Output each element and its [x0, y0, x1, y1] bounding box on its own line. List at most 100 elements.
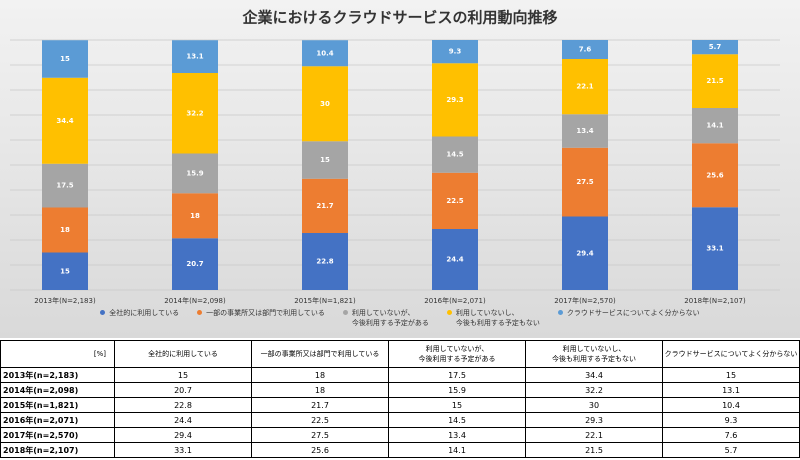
value-label: 18 [60, 226, 70, 234]
legend-label: クラウドサービスについてよく分からない [566, 309, 700, 317]
value-label: 14.1 [706, 122, 723, 130]
table-row: 2014年(n=2,098) 20.7 18 15.9 32.2 13.1 [0, 382, 800, 398]
x-tick-label: 2013年(N=2,183) [34, 296, 96, 305]
column-header: 一部の事業所又は部門で利用している [251, 340, 389, 368]
table-cell: 21.7 [251, 397, 389, 413]
column-header: クラウドサービスについてよく分からない [662, 340, 800, 368]
value-label: 20.7 [186, 260, 203, 268]
legend-item: 利用していないが、 今後利用する予定がある [342, 308, 429, 328]
bar-segment [42, 40, 88, 78]
value-label: 15.9 [186, 169, 203, 177]
table-cell: 25.6 [251, 442, 389, 458]
bar-segment [172, 153, 218, 194]
legend-swatch [197, 310, 203, 315]
value-label: 18 [190, 212, 200, 220]
table-cell: 14.5 [388, 412, 526, 428]
legend-label: 一部の事業所又は部門で利用している [206, 309, 325, 317]
bar-segment [42, 252, 88, 290]
table-cell: 15.9 [388, 382, 526, 398]
value-label: 33.1 [706, 245, 723, 253]
table-cell: 29.3 [525, 412, 663, 428]
value-label: 21.5 [706, 77, 723, 85]
value-label: 9.3 [449, 48, 462, 56]
legend-item: 全社的に利用している [100, 308, 179, 328]
bar-segment [562, 59, 608, 115]
data-table: [%] 全社的に利用している 一部の事業所又は部門で利用している 利用していないが、 … [0, 340, 800, 458]
table-cell: 18 [251, 367, 389, 383]
column-header: 利用していないが、 今後利用する予定がある [388, 340, 526, 368]
legend-swatch [100, 310, 106, 315]
legend-item: 一部の事業所又は部門で利用している [197, 308, 325, 328]
table-cell: 7.6 [662, 427, 800, 443]
bar-segment [692, 207, 738, 290]
value-label: 22.5 [446, 197, 463, 205]
table-cell: 20.7 [114, 382, 252, 398]
x-tick-label: 2014年(N=2,098) [164, 296, 226, 305]
bar-segment [42, 163, 88, 208]
x-tick-label: 2015年(N=1,821) [294, 296, 356, 305]
legend: 全社的に利用している 一部の事業所又は部門で利用している 利用していないが、 今後利… [0, 308, 800, 328]
legend-swatch [342, 310, 348, 315]
legend-swatch [557, 310, 563, 315]
bar-segment [432, 63, 478, 137]
legend-swatch [446, 310, 452, 315]
table-cell: 29.4 [114, 427, 252, 443]
column-header: 利用していないし、 今後も利用する予定もない [525, 340, 663, 368]
legend-label: 全社的に利用している [109, 309, 180, 317]
table-row: 2015年(n=1,821) 22.8 21.7 15 30 10.4 [0, 397, 800, 413]
legend-label: 利用していないし、 今後も利用する予定もない [455, 309, 540, 327]
bar-segment [302, 141, 348, 179]
table-cell: 15 [388, 397, 526, 413]
bar-segment [562, 216, 608, 290]
x-tick-label: 2016年(N=2,071) [424, 296, 486, 305]
table-cell: 15 [662, 367, 800, 383]
chart: 企業におけるクラウドサービスの利用動向推移 2013年(N=2,183) 15 18… [0, 0, 800, 338]
table-row: 2018年(n=2,107) 33.1 25.6 14.1 21.5 5.7 [0, 442, 800, 458]
legend-item: 利用していないし、 今後も利用する予定もない [446, 308, 540, 328]
row-label: 2014年(n=2,098) [0, 382, 115, 398]
column-header: 全社的に利用している [114, 340, 252, 368]
table-row: 2017年(n=2,570) 29.4 27.5 13.4 22.1 7.6 [0, 427, 800, 443]
bar-segment [42, 77, 88, 164]
legend-label: 利用していないが、 今後利用する予定がある [351, 309, 429, 327]
table-cell: 24.4 [114, 412, 252, 428]
value-label: 17.5 [56, 182, 73, 190]
row-label: 2018年(n=2,107) [0, 442, 115, 458]
table-corner: [%] [0, 340, 115, 368]
table-cell: 30 [525, 397, 663, 413]
table-cell: 21.5 [525, 442, 663, 458]
value-label: 24.4 [446, 256, 463, 264]
bar-segment [692, 108, 738, 144]
table-cell: 22.5 [251, 412, 389, 428]
value-label: 22.8 [316, 258, 333, 266]
value-label: 29.3 [446, 96, 463, 104]
x-tick-label: 2017年(N=2,570) [554, 296, 616, 305]
bar-segment [692, 40, 738, 55]
table-cell: 14.1 [388, 442, 526, 458]
value-label: 13.1 [186, 53, 203, 61]
bar-segment [692, 54, 738, 108]
bar-segment [562, 114, 608, 148]
row-label: 2015年(n=1,821) [0, 397, 115, 413]
bar-segment [432, 40, 478, 64]
value-label: 27.5 [576, 178, 593, 186]
value-label: 21.7 [316, 202, 333, 210]
table-cell: 17.5 [388, 367, 526, 383]
value-label: 25.6 [706, 171, 723, 179]
bar-segment [302, 178, 348, 233]
table-cell: 13.4 [388, 427, 526, 443]
value-label: 7.6 [579, 46, 592, 54]
value-label: 14.5 [446, 151, 463, 159]
table-cell: 13.1 [662, 382, 800, 398]
table-cell: 32.2 [525, 382, 663, 398]
table-row: 2016年(n=2,071) 24.4 22.5 14.5 29.3 9.3 [0, 412, 800, 428]
table-cell: 18 [251, 382, 389, 398]
bar-segment [562, 40, 608, 59]
legend-item: クラウドサービスについてよく分からない [557, 308, 700, 328]
bar-segment [302, 40, 348, 67]
value-label: 15 [320, 156, 330, 164]
value-label: 22.1 [576, 83, 593, 91]
value-label: 32.2 [186, 109, 203, 117]
bar-segment [302, 66, 348, 142]
row-label: 2016年(n=2,071) [0, 412, 115, 428]
